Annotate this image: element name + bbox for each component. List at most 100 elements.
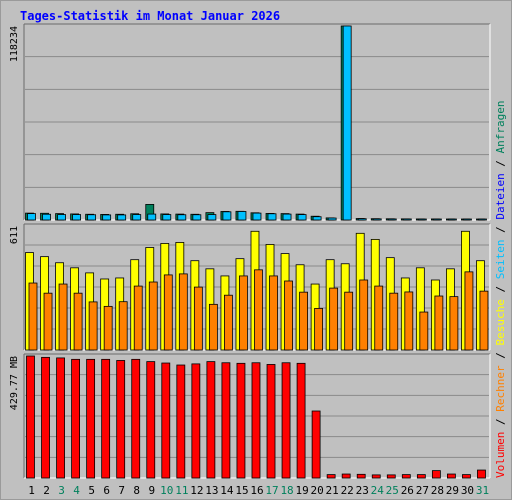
legend-dateien: Dateien xyxy=(494,173,507,219)
legend-separator: / xyxy=(494,412,507,432)
legend-anfragen: Anfragen xyxy=(494,100,507,153)
day-label-24: 24 xyxy=(371,484,385,497)
bar-rechner-day-1 xyxy=(28,282,38,351)
bar-seiten-day-3 xyxy=(57,214,66,221)
day-label-29: 29 xyxy=(446,484,459,497)
day-label-18: 18 xyxy=(280,484,293,497)
bar-volumen-day-29 xyxy=(447,473,456,479)
bar-seiten-day-30 xyxy=(463,218,472,221)
day-label-14: 14 xyxy=(220,484,234,497)
legend-separator: / xyxy=(494,153,507,173)
bar-volumen-day-18 xyxy=(281,362,291,479)
bar-rechner-day-4 xyxy=(73,292,83,351)
day-label-8: 8 xyxy=(133,484,140,497)
bar-seiten-day-15 xyxy=(237,211,247,221)
bar-volumen-day-7 xyxy=(116,360,126,479)
bar-rechner-day-26 xyxy=(404,291,414,351)
bar-rechner-day-11 xyxy=(178,273,188,351)
day-label-13: 13 xyxy=(205,484,218,497)
day-label-12: 12 xyxy=(190,484,203,497)
bar-volumen-day-24 xyxy=(371,474,381,479)
bar-seiten-day-29 xyxy=(448,218,457,221)
day-label-3: 3 xyxy=(58,484,65,497)
bar-seiten-day-11 xyxy=(177,214,187,221)
day-label-17: 17 xyxy=(265,484,278,497)
bar-volumen-day-8 xyxy=(131,358,141,479)
right-legend: Volumen / Rechner / Besuche / Seiten / D… xyxy=(494,100,507,478)
bar-volumen-day-2 xyxy=(41,356,50,479)
bar-seiten-day-27 xyxy=(417,218,427,221)
day-label-31: 31 xyxy=(476,484,489,497)
bar-volumen-day-26 xyxy=(401,474,411,479)
day-label-7: 7 xyxy=(118,484,125,497)
bar-rechner-day-17 xyxy=(269,275,278,351)
bar-rechner-day-29 xyxy=(449,296,459,351)
day-label-19: 19 xyxy=(295,484,308,497)
bar-rechner-day-5 xyxy=(88,301,98,351)
bar-seiten-day-22 xyxy=(342,25,352,221)
bar-seiten-day-17 xyxy=(267,213,277,221)
bar-rechner-day-31 xyxy=(479,290,489,351)
panel-visits-max-label: 611 xyxy=(9,226,20,244)
legend-besuche: Besuche xyxy=(494,299,507,345)
bar-volumen-day-31 xyxy=(477,469,486,479)
bar-rechner-day-20 xyxy=(314,307,324,351)
bar-seiten-day-2 xyxy=(42,213,51,221)
bar-volumen-day-28 xyxy=(431,470,441,479)
bar-seiten-day-9 xyxy=(147,213,157,221)
bar-rechner-day-24 xyxy=(374,285,384,351)
bar-rechner-day-10 xyxy=(163,274,173,351)
bar-volumen-day-27 xyxy=(416,474,426,479)
bar-seiten-day-18 xyxy=(282,213,292,221)
bar-volumen-day-1 xyxy=(26,355,35,479)
day-label-20: 20 xyxy=(311,484,324,497)
bar-volumen-day-25 xyxy=(386,474,396,479)
bar-rechner-day-12 xyxy=(193,286,203,351)
bar-volumen-day-5 xyxy=(86,358,96,479)
panel-volume-max-label: 429.77 MB xyxy=(9,356,20,410)
bar-rechner-day-14 xyxy=(224,294,233,351)
bar-rechner-day-9 xyxy=(148,281,158,351)
legend-rechner: Rechner xyxy=(494,365,507,412)
bar-rechner-day-18 xyxy=(284,280,293,351)
bar-seiten-day-12 xyxy=(192,214,202,221)
bar-volumen-day-19 xyxy=(296,362,306,479)
bar-seiten-day-24 xyxy=(372,218,382,221)
bar-rechner-day-2 xyxy=(43,292,53,351)
bar-seiten-day-10 xyxy=(162,214,172,221)
bar-volumen-day-12 xyxy=(191,363,201,479)
day-label-1: 1 xyxy=(28,484,35,497)
bar-volumen-day-20 xyxy=(311,410,321,479)
day-label-11: 11 xyxy=(175,484,188,497)
bar-rechner-day-28 xyxy=(434,295,444,351)
bar-volumen-day-30 xyxy=(462,474,471,479)
bar-seiten-day-1 xyxy=(27,213,36,221)
bar-seiten-day-16 xyxy=(252,212,262,221)
day-label-28: 28 xyxy=(431,484,444,497)
day-label-27: 27 xyxy=(416,484,429,497)
bar-volumen-day-10 xyxy=(161,362,171,479)
bar-volumen-day-9 xyxy=(146,361,156,479)
bar-seiten-day-7 xyxy=(117,214,127,221)
bar-volumen-day-4 xyxy=(71,358,80,479)
bar-rechner-day-25 xyxy=(389,292,399,351)
legend-volumen: Volumen xyxy=(494,432,507,478)
bar-seiten-day-26 xyxy=(402,218,412,221)
bar-rechner-day-15 xyxy=(239,275,248,351)
bar-volumen-day-22 xyxy=(341,473,351,479)
legend-seiten: Seiten xyxy=(494,240,507,280)
bar-volumen-day-23 xyxy=(356,473,366,479)
legend-separator: / xyxy=(494,346,507,366)
bar-volumen-day-15 xyxy=(236,362,246,479)
bar-seiten-day-14 xyxy=(222,211,232,221)
bar-volumen-day-3 xyxy=(56,357,65,479)
bar-volumen-day-21 xyxy=(326,474,336,479)
bar-seiten-day-21 xyxy=(327,217,337,221)
bar-volumen-day-16 xyxy=(251,362,261,479)
legend-separator: / xyxy=(494,279,507,299)
bar-rechner-day-8 xyxy=(133,285,143,351)
bar-volumen-day-11 xyxy=(176,364,186,479)
day-label-26: 26 xyxy=(401,484,414,497)
bar-seiten-day-23 xyxy=(357,218,367,221)
